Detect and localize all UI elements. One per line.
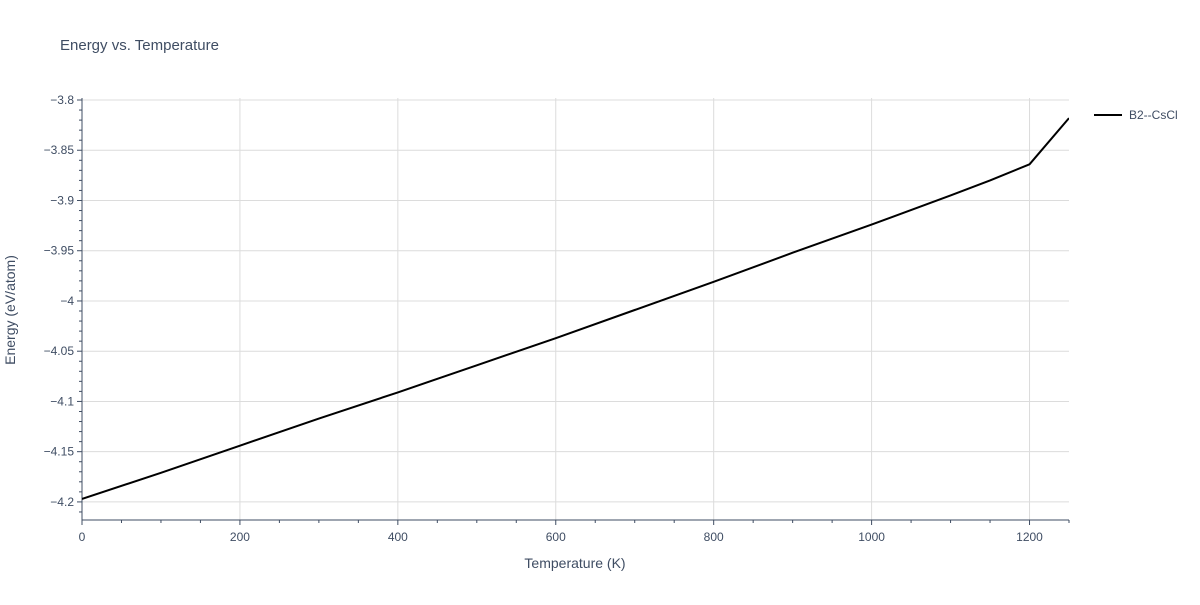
y-axis-title: Energy (eV/atom) (2, 255, 18, 365)
y-tick-label: −3.9 (50, 193, 74, 207)
y-tick-label: −4.15 (44, 445, 75, 459)
axes-layer: 0 200 400 600 800 1000 1200 −3.8 −3.85 −3.9 −3.95 −… (44, 93, 1070, 544)
y-tick-label: −4.2 (50, 495, 74, 509)
legend[interactable]: B2--CsCl (1094, 108, 1178, 122)
x-tick-label: 1200 (1016, 530, 1043, 544)
x-tick-label: 200 (230, 530, 250, 544)
y-tick-label: −3.8 (50, 93, 74, 107)
y-tick-label: −3.95 (44, 244, 75, 258)
legend-label: B2--CsCl (1129, 108, 1178, 122)
y-tick-label: −3.85 (44, 143, 75, 157)
x-tick-label: 800 (704, 530, 724, 544)
x-tick-label: 0 (79, 530, 86, 544)
x-axis-title: Temperature (K) (524, 555, 625, 571)
series-layer (82, 117, 1069, 500)
chart-title: Energy vs. Temperature (60, 37, 219, 54)
y-tick-label: −4.1 (50, 394, 74, 408)
x-tick-label: 400 (388, 530, 408, 544)
y-tick-label: −4 (60, 294, 74, 308)
y-tick-label: −4.05 (44, 344, 75, 358)
x-tick-label: 600 (546, 530, 566, 544)
series-line-B2--CsCl[interactable] (82, 117, 1069, 500)
grid-layer (81, 98, 1069, 520)
x-tick-label: 1000 (858, 530, 885, 544)
